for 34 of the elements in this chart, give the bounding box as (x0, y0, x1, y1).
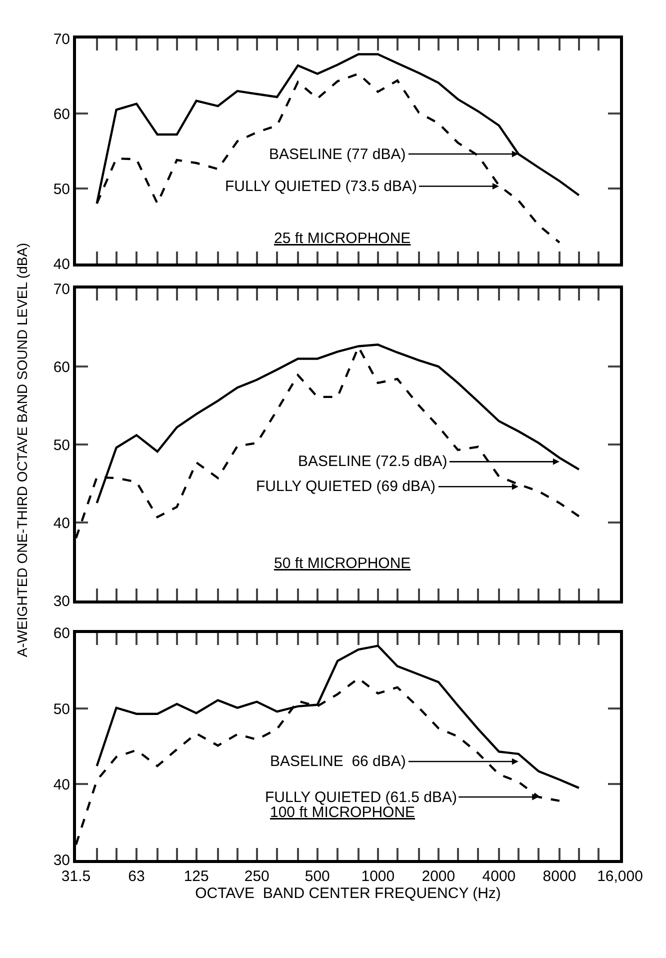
y-tick-label: 70 (53, 30, 70, 48)
y-tick-label: 40 (53, 776, 70, 794)
annotation: FULLY QUIETED (69 dBA) (256, 478, 436, 495)
y-tick-label: 70 (53, 280, 70, 298)
annotation: BASELINE (77 dBA) (269, 146, 406, 163)
y-tick-label: 60 (53, 358, 70, 376)
x-tick-label: 250 (244, 868, 270, 885)
annotation: FULLY QUIETED (73.5 dBA) (225, 178, 418, 195)
annotation: 50 ft MICROPHONE (274, 555, 411, 572)
x-tick-label: 2000 (422, 868, 456, 885)
y-tick-label: 60 (53, 106, 70, 123)
x-tick-label: 500 (304, 868, 330, 885)
annotation: 25 ft MICROPHONE (274, 230, 411, 247)
y-axis-title: A-WEIGHTED ONE-THIRD OCTAVE BAND SOUND LEVEL (dBA) (14, 242, 30, 658)
y-tick-label: 30 (53, 592, 70, 610)
x-tick-label: 4000 (482, 868, 516, 885)
x-tick-label: 16,000 (597, 868, 643, 885)
annotation: BASELINE 66 dBA) (270, 753, 406, 770)
x-tick-label: 63 (128, 868, 145, 885)
y-tick-label: 40 (53, 514, 70, 532)
y-tick-label: 50 (53, 700, 70, 718)
y-tick-label: 60 (53, 625, 70, 642)
x-tick-label: 125 (184, 868, 209, 885)
y-tick-label: 50 (53, 436, 70, 454)
x-axis-title: OCTAVE BAND CENTER FREQUENCY (Hz) (195, 884, 501, 902)
y-tick-label: 40 (53, 256, 70, 273)
x-tick-label: 1000 (361, 868, 395, 885)
annotation: BASELINE (72.5 dBA) (298, 453, 448, 470)
y-tick-label: 30 (53, 852, 70, 870)
annotation: 100 ft MICROPHONE (270, 804, 416, 821)
x-tick-label: 8000 (542, 868, 576, 885)
y-tick-label: 50 (53, 180, 70, 198)
annotation: FULLY QUIETED (61.5 dBA) (265, 789, 458, 806)
x-tick-label: 31.5 (61, 868, 91, 885)
